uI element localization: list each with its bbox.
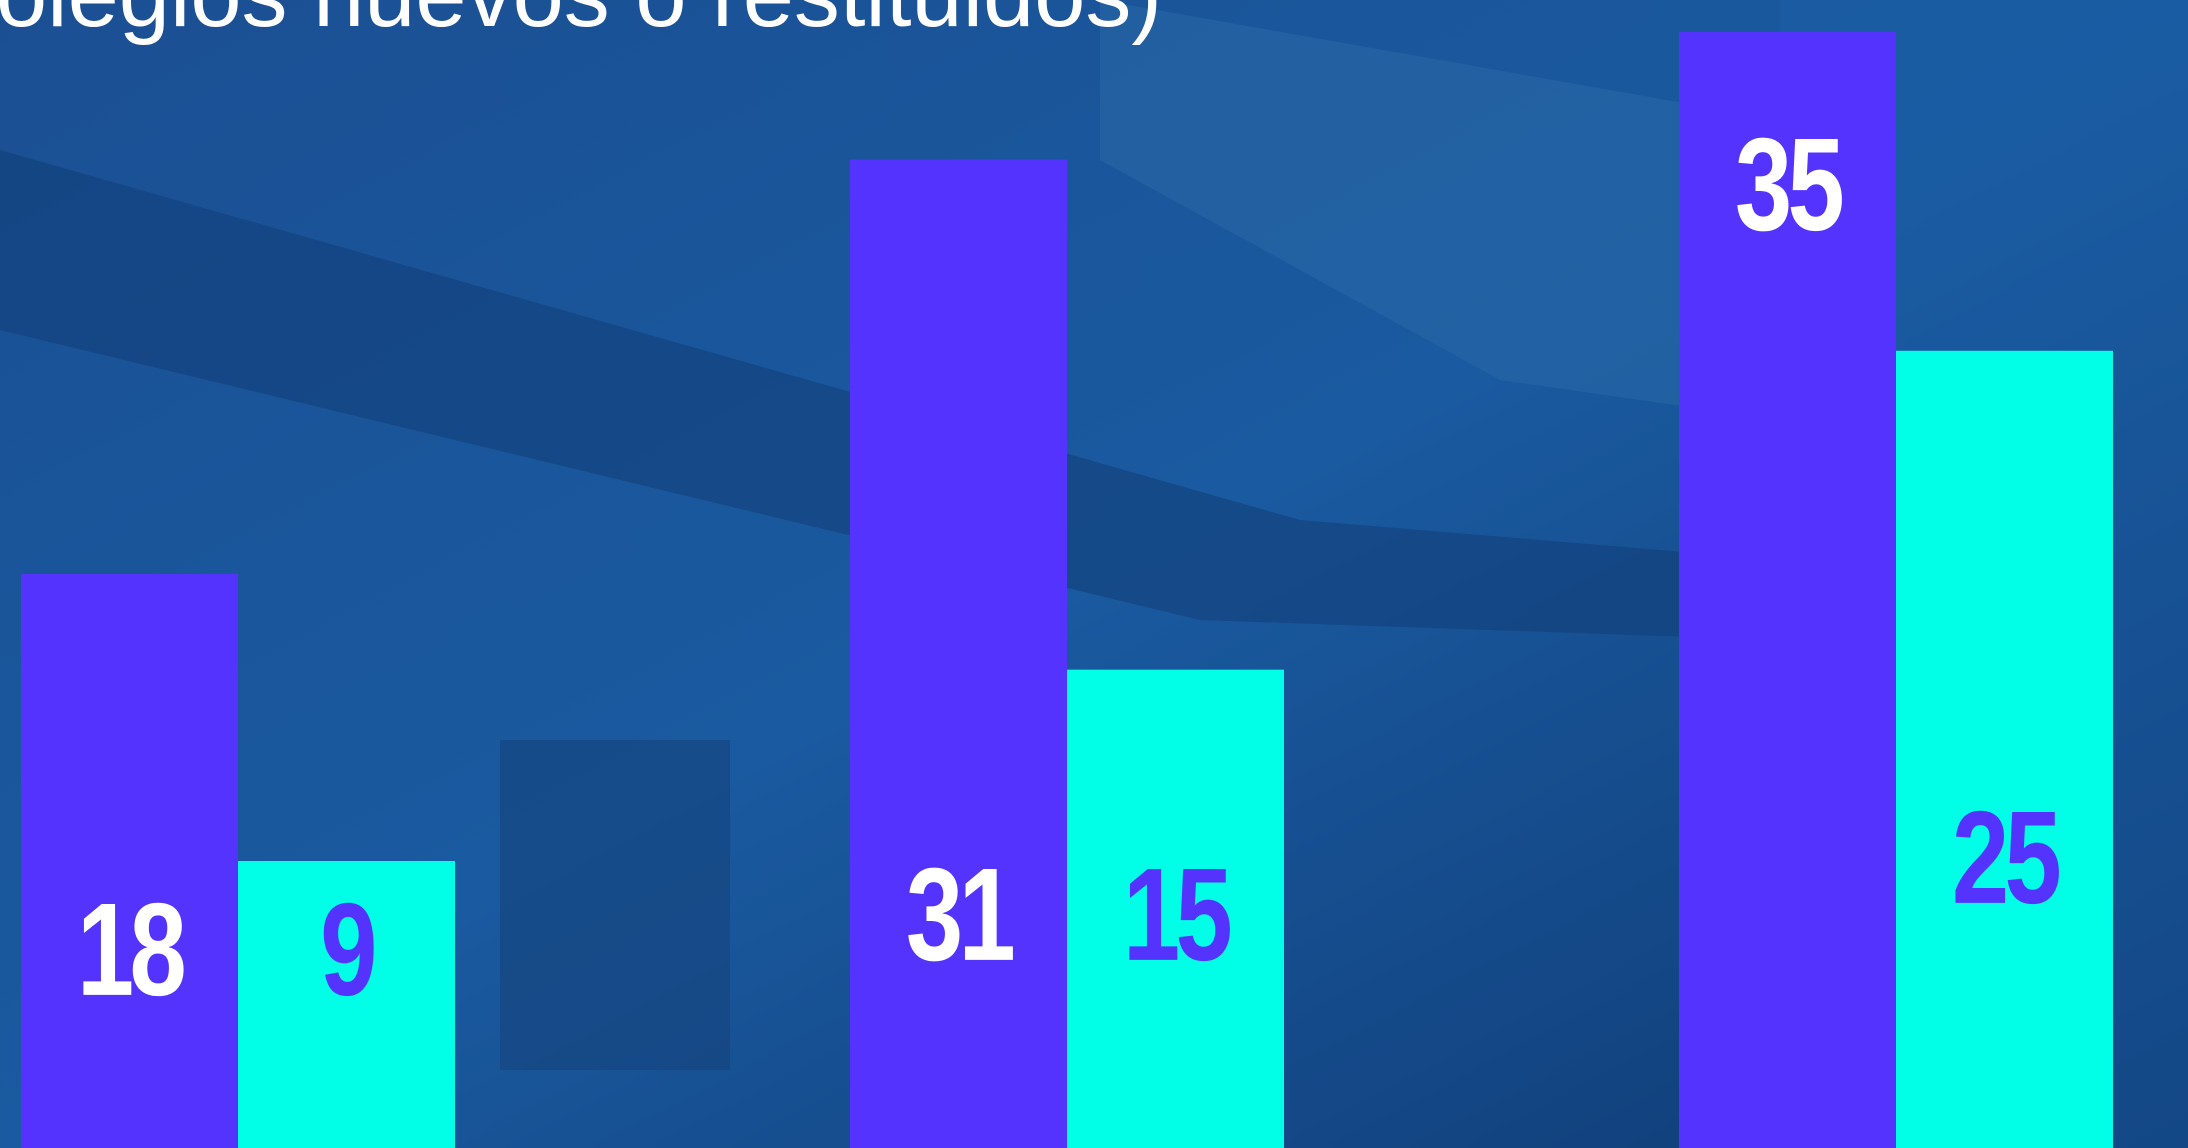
chart-title: olegios nuevos o restituidos): [0, 0, 1162, 46]
value-label: 31: [906, 842, 1013, 989]
window: [500, 740, 730, 1070]
value-label: 15: [1123, 842, 1230, 989]
bar: [21, 574, 238, 1148]
bar: [850, 159, 1067, 1148]
value-label: 9: [320, 877, 374, 1024]
page: olegios nuevos o restituidos) 18 31 35 9 15 2…: [0, 0, 2188, 1148]
value-label: 18: [77, 877, 184, 1024]
bar: [1896, 351, 2113, 1148]
value-label: 35: [1735, 112, 1842, 259]
value-label: 25: [1952, 785, 2059, 932]
chart: olegios nuevos o restituidos) 18 31 35 9 15 2…: [0, 0, 2188, 1148]
